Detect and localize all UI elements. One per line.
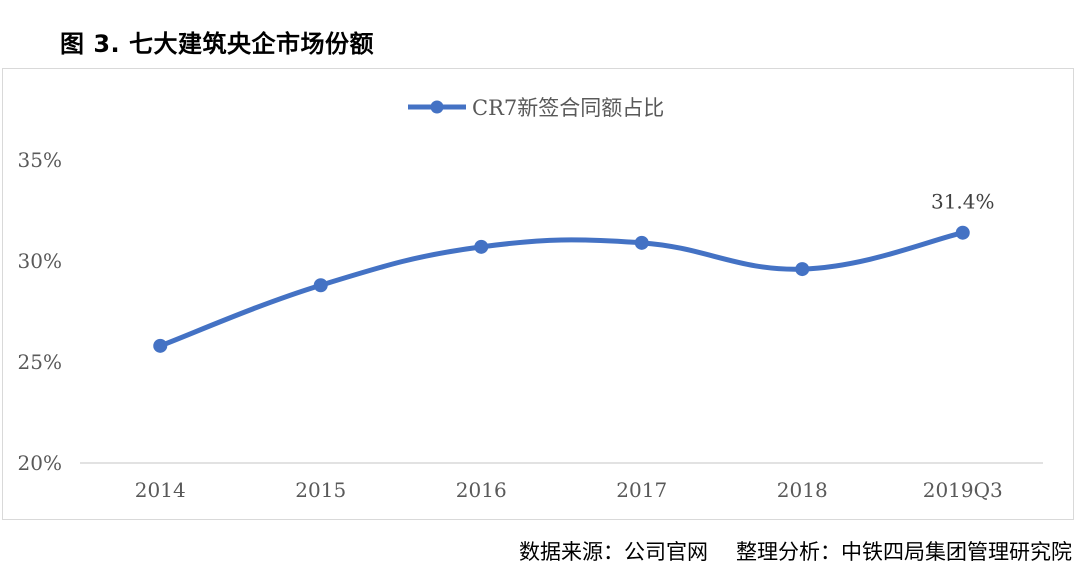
y-tick-label: 30% xyxy=(18,249,62,273)
data-point xyxy=(153,338,168,353)
x-tick-label: 2015 xyxy=(295,478,346,502)
x-tick-label: 2017 xyxy=(616,478,667,502)
y-tick-label: 25% xyxy=(18,350,62,374)
x-tick-label: 2016 xyxy=(456,478,507,502)
legend-point-marker xyxy=(430,100,444,114)
series-line xyxy=(157,230,966,349)
figure-title: 图 3. 七大建筑央企市场份额 xyxy=(60,30,375,58)
chart-frame xyxy=(2,68,1074,520)
data-point xyxy=(634,235,649,250)
legend: CR7新签合同额占比 xyxy=(408,96,664,120)
analysis-credit-text: 整理分析：中铁四局集团管理研究院 xyxy=(736,540,1072,564)
source-note: 数据来源：公司官网 整理分析：中铁四局集团管理研究院 xyxy=(519,536,1072,566)
data-point xyxy=(313,278,328,293)
x-tick-label: 2014 xyxy=(135,478,186,502)
x-tick-label: 2019Q3 xyxy=(923,478,1003,502)
data-point xyxy=(474,239,489,254)
data-label: 31.4% xyxy=(931,190,995,214)
x-tick-label: 2018 xyxy=(777,478,828,502)
data-point xyxy=(955,225,970,240)
data-point xyxy=(795,262,810,277)
legend-label: CR7新签合同额占比 xyxy=(472,96,664,120)
data-source-text: 数据来源：公司官网 xyxy=(519,540,708,564)
y-tick-label: 35% xyxy=(18,148,62,172)
y-tick-label: 20% xyxy=(18,451,62,475)
